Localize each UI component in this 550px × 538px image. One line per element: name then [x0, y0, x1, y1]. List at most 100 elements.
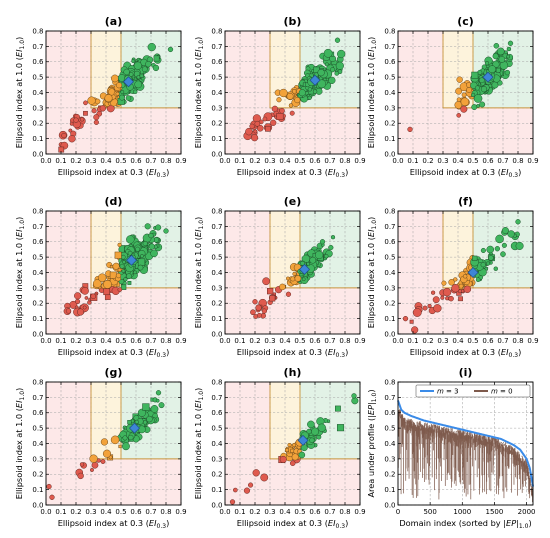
panel-i-title: (i) [459, 366, 473, 379]
panel-e-y-tick-label: 0.1 [211, 315, 222, 323]
panel-b-point [307, 87, 313, 92]
panel-b-x-tick-label: 0.1 [234, 157, 245, 165]
panel-a-title: (a) [105, 15, 122, 28]
panel-b-title: (b) [284, 15, 302, 28]
panel-e-point [328, 244, 334, 251]
panel-g-y-tick-label: 0.0 [32, 501, 43, 509]
panel-d-y-tick-label: 0.5 [32, 254, 43, 262]
panel-a-y-tick-label: 0.5 [32, 74, 43, 82]
panel-g-y-axis-label-part: Ellipsoid index at 1.0 ( [14, 408, 24, 499]
panel-e-y-axis-label-part: 1.0 [198, 220, 205, 230]
panel-d-y-tick-label: 0.1 [32, 315, 43, 323]
panel-f-point [493, 266, 499, 271]
panel-g-point [142, 403, 150, 411]
panel-d-point [137, 258, 146, 266]
panel-e-x-tick-label: 0.4 [279, 337, 291, 345]
panel-h-point [233, 487, 238, 493]
panel-h-x-tick-label: 0.3 [264, 508, 275, 516]
panel-c-x-tick-label: 0.7 [497, 157, 508, 165]
panel-a-point [131, 59, 136, 64]
panel-g-point [127, 420, 132, 425]
panel-e-y-tick-label: 0.0 [211, 330, 222, 338]
panel-c-y-tick-label: 0.4 [384, 89, 396, 97]
panel-g-x-tick-label: 0.3 [85, 508, 96, 516]
panel-g-y-axis-label-part: 1.0 [19, 391, 26, 401]
panel-g-y-tick-label: 0.3 [32, 455, 43, 463]
panel-b-point [276, 97, 282, 103]
panel-a-x-tick-label: 0.7 [145, 157, 156, 165]
panel-c-y-tick-label: 0.2 [384, 120, 395, 128]
panel-i-x-axis-label-part: Domain index (sorted by | [399, 518, 506, 528]
panel-f-point [432, 296, 440, 304]
panel-d-point [103, 279, 112, 289]
panel-i-x-tick-label: 2000 [518, 508, 536, 516]
panel-e-y-axis-label-part: EI [193, 229, 203, 237]
panel-h-x-axis-label-part: EI [328, 518, 336, 528]
panel-b-point [307, 95, 312, 100]
panel-e-x-tick-label: 0.2 [249, 337, 260, 345]
panel-c-point [456, 97, 462, 102]
panel-b-y-tick-label: 0.1 [211, 135, 222, 143]
panel-g-point [121, 442, 130, 451]
legend-label-m3-part: m [437, 388, 444, 396]
panel-i: (i) 0 500 1000 1500 2000 0.0 0.1 0.2 0.3 0.4 0.5 0.6… [366, 366, 535, 530]
panel-d-point [142, 240, 148, 247]
panel-f-x-axis-label-part: Ellipsoid index at 0.3 ( [410, 347, 501, 357]
panel-b-point [286, 92, 294, 100]
panel-g-title: (g) [105, 366, 123, 379]
panel-i-x-tick-label: 1500 [486, 508, 504, 516]
panel-a-y-tick-label: 0.6 [32, 58, 44, 66]
panel-d-point [117, 287, 123, 292]
panel-h-y-tick-label: 0.5 [211, 425, 222, 433]
panel-f-x-axis-label: Ellipsoid index at 0.3 (EI0.3) [410, 347, 522, 359]
panel-b-point [294, 96, 301, 104]
panel-c-y-tick-label: 0.3 [384, 104, 395, 112]
panel-a-y-axis-label-part: EI [14, 49, 24, 57]
panel-f-y-axis-label-part: Ellipsoid index at 1.0 ( [366, 237, 376, 328]
panel-c-y-tick-label: 0.6 [384, 58, 396, 66]
panel-b-x-axis-label: Ellipsoid index at 0.3 (EI0.3) [237, 167, 349, 179]
panel-a-x-tick-label: 0.8 [160, 157, 171, 165]
panel-h-point [317, 423, 326, 432]
panel-b-point [312, 89, 318, 94]
panel-e-point [285, 291, 292, 297]
panel-c-x-tick-label: 0.6 [482, 157, 494, 165]
panel-g-x-axis-label-part: ) [166, 518, 169, 528]
panel-b: (b)0.0 0.1 0.2 0.3 0.4 0.5 0.6 0.7 0.8 0.90.00.10… [193, 15, 366, 179]
panel-a-point [115, 82, 123, 89]
panel-b-x-tick-label: 0.2 [249, 157, 260, 165]
panel-g-outlier-point [46, 483, 52, 490]
panel-d-y-axis-label-part: 1.0 [19, 220, 26, 230]
series-m3-line [397, 400, 534, 487]
panel-e-center-marker [299, 263, 310, 275]
panel-b-point [289, 110, 295, 116]
panel-b-point [317, 69, 325, 77]
panel-f-x-axis-label-part: ) [518, 347, 521, 357]
panel-b-point [256, 124, 264, 132]
panel-b-point [279, 107, 285, 114]
panel-h-y-tick-label: 0.7 [211, 394, 222, 402]
panel-d-point [144, 223, 151, 230]
panel-g-x-tick-label: 0.4 [100, 508, 112, 516]
panel-c-point [473, 94, 483, 103]
panel-e-y-axis-label-part: Ellipsoid index at 1.0 ( [193, 237, 203, 328]
panel-e-y-tick-label: 0.2 [211, 300, 222, 308]
panel-f-point [462, 274, 468, 279]
panel-g-y-axis-label: Ellipsoid index at 1.0 (EI1.0) [14, 388, 26, 500]
panel-b-point [265, 125, 271, 132]
panel-e-x-axis-label-part: 0.3 [336, 352, 346, 359]
panel-f-y-tick-label: 0.8 [384, 207, 395, 215]
panel-g-x-axis-label-part: EI [149, 518, 157, 528]
panel-b-point [251, 134, 259, 142]
panel-h-x-axis-label: Ellipsoid index at 0.3 (EI0.3) [237, 518, 349, 530]
panel-c-x-axis-label-part: ) [518, 167, 521, 177]
panel-a-point [68, 135, 76, 143]
panel-e-point [324, 254, 329, 259]
panel-f-center-marker [467, 267, 479, 278]
panel-a-point [125, 95, 132, 101]
panel-c-outlier-point [507, 40, 514, 46]
panel-a-center-marker [123, 76, 134, 88]
panel-e-x-tick-label: 0.5 [294, 337, 305, 345]
legend-box [415, 384, 531, 398]
panel-g-point [100, 459, 106, 464]
